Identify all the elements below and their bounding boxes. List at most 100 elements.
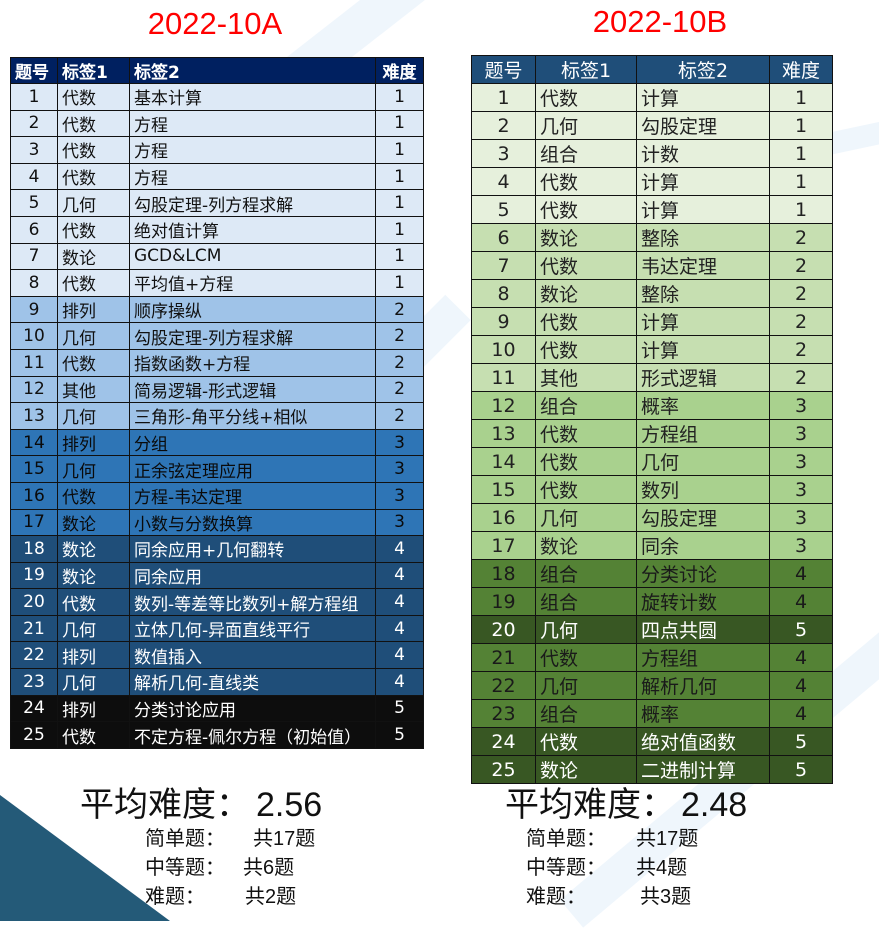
table-row: 25 数论 二进制计算 5 (471, 755, 833, 784)
cell-tag1: 几何 (57, 455, 130, 483)
cell-no: 21 (471, 643, 536, 672)
cell-tag1: 代数 (535, 251, 637, 280)
table-row: 6 代数 绝对值计算 1 (10, 215, 424, 244)
cell-tag1: 代数 (535, 475, 637, 504)
cell-no: 10 (10, 322, 58, 350)
cell-tag2: 计算 (636, 195, 770, 224)
table-row: 9 排列 顺序操纵 2 (10, 295, 424, 324)
cell-level: 1 (769, 139, 833, 168)
cell-no: 11 (10, 348, 58, 377)
cell-tag1: 组合 (535, 699, 637, 728)
cell-tag2: 整除 (636, 279, 770, 308)
cell-level: 3 (769, 475, 833, 504)
table-row: 9 代数 计算 2 (471, 307, 833, 336)
cell-tag1: 代数 (57, 481, 130, 510)
cell-no: 22 (471, 671, 536, 700)
table-row: 24 排列 分类讨论应用 5 (10, 694, 424, 723)
avg-label: 平均难度： (80, 786, 250, 824)
cell-level: 2 (769, 363, 833, 392)
table-row: 16 几何 勾股定理 3 (471, 503, 833, 532)
table-row: 8 代数 平均值+方程 1 (10, 269, 424, 297)
cell-level: 3 (375, 428, 424, 457)
cell-level: 1 (769, 167, 833, 196)
cell-no: 15 (471, 475, 536, 504)
cell-tag2: 几何 (636, 447, 770, 476)
cell-no: 8 (471, 279, 536, 308)
cell-tag1: 代数 (57, 269, 130, 297)
cell-no: 2 (471, 111, 536, 140)
table-row: 1 代数 计算 1 (471, 83, 833, 112)
header-tag1: 标签1 (57, 57, 130, 84)
cell-tag1: 代数 (535, 83, 637, 112)
cell-level: 3 (769, 503, 833, 532)
cell-tag2: 数列 (636, 475, 770, 504)
cell-tag1: 代数 (57, 83, 130, 111)
cell-no: 4 (10, 162, 58, 191)
cell-level: 1 (375, 136, 424, 164)
cell-tag2: 勾股定理 (636, 111, 770, 140)
cell-tag2: 方程 (129, 109, 376, 138)
table-row: 25 代数 不定方程-佩尔方程（初始值） 5 (10, 721, 424, 749)
cell-no: 13 (471, 419, 536, 448)
cell-tag1: 排列 (57, 641, 130, 670)
cell-tag1: 组合 (535, 139, 637, 168)
cell-tag1: 其他 (57, 375, 130, 404)
cell-tag1: 几何 (57, 614, 130, 643)
cell-level: 2 (769, 223, 833, 252)
cell-no: 23 (10, 668, 58, 696)
cell-tag2: 指数函数+方程 (129, 348, 376, 377)
header-level: 难度 (375, 57, 424, 84)
cell-tag2: 分组 (129, 428, 376, 457)
cell-no: 21 (10, 614, 58, 643)
cell-tag1: 代数 (535, 307, 637, 336)
cell-no: 5 (471, 195, 536, 224)
cell-level: 3 (375, 481, 424, 510)
table-row: 12 其他 简易逻辑-形式逻辑 2 (10, 375, 424, 404)
cell-level: 1 (769, 83, 833, 112)
cell-tag2: 方程组 (636, 643, 770, 672)
cell-level: 5 (375, 721, 424, 749)
cell-tag2: 平均值+方程 (129, 269, 376, 297)
cell-tag1: 代数 (535, 167, 637, 196)
table-header-row: 题号 标签1 标签2 难度 (471, 55, 833, 84)
cell-level: 3 (769, 391, 833, 420)
table-row: 21 代数 方程组 4 (471, 643, 833, 672)
cell-level: 1 (769, 111, 833, 140)
cell-no: 17 (10, 508, 58, 537)
cell-level: 2 (769, 251, 833, 280)
table-row: 17 数论 小数与分数换算 3 (10, 508, 424, 537)
cell-level: 4 (769, 699, 833, 728)
cell-level: 1 (375, 269, 424, 297)
left-average: 平均难度： 2.56 (80, 777, 322, 826)
cell-no: 14 (471, 447, 536, 476)
cell-no: 9 (471, 307, 536, 336)
cell-tag1: 几何 (57, 189, 130, 217)
cell-tag1: 代数 (535, 643, 637, 672)
cell-no: 25 (10, 721, 58, 749)
table-row: 23 组合 概率 4 (471, 699, 833, 728)
cell-tag2: 计算 (636, 167, 770, 196)
cell-tag1: 几何 (535, 111, 637, 140)
cell-no: 22 (10, 641, 58, 670)
cell-no: 18 (10, 535, 58, 563)
table-row: 10 几何 勾股定理-列方程求解 2 (10, 322, 424, 350)
cell-tag1: 几何 (535, 503, 637, 532)
cell-tag2: 形式逻辑 (636, 363, 770, 392)
table-row: 20 几何 四点共圆 5 (471, 615, 833, 644)
stat-easy: 简单题： 共17题 (526, 828, 699, 850)
cell-tag1: 代数 (57, 721, 130, 749)
stat-medium: 中等题： 共4题 (526, 857, 688, 879)
left-stats: 简单题： 共17题 中等题： 共6题 难题： 共2题 (145, 825, 315, 912)
cell-tag1: 数论 (57, 242, 130, 271)
table-header-row: 题号 标签1 标签2 难度 (10, 57, 424, 84)
cell-level: 1 (375, 83, 424, 111)
cell-level: 4 (769, 559, 833, 588)
cell-level: 3 (769, 531, 833, 560)
cell-level: 1 (769, 195, 833, 224)
cell-tag2: 简易逻辑-形式逻辑 (129, 375, 376, 404)
cell-tag1: 数论 (535, 531, 637, 560)
table-row: 2 几何 勾股定理 1 (471, 111, 833, 140)
cell-no: 20 (471, 615, 536, 644)
cell-tag2: 基本计算 (129, 83, 376, 111)
cell-no: 1 (471, 83, 536, 112)
